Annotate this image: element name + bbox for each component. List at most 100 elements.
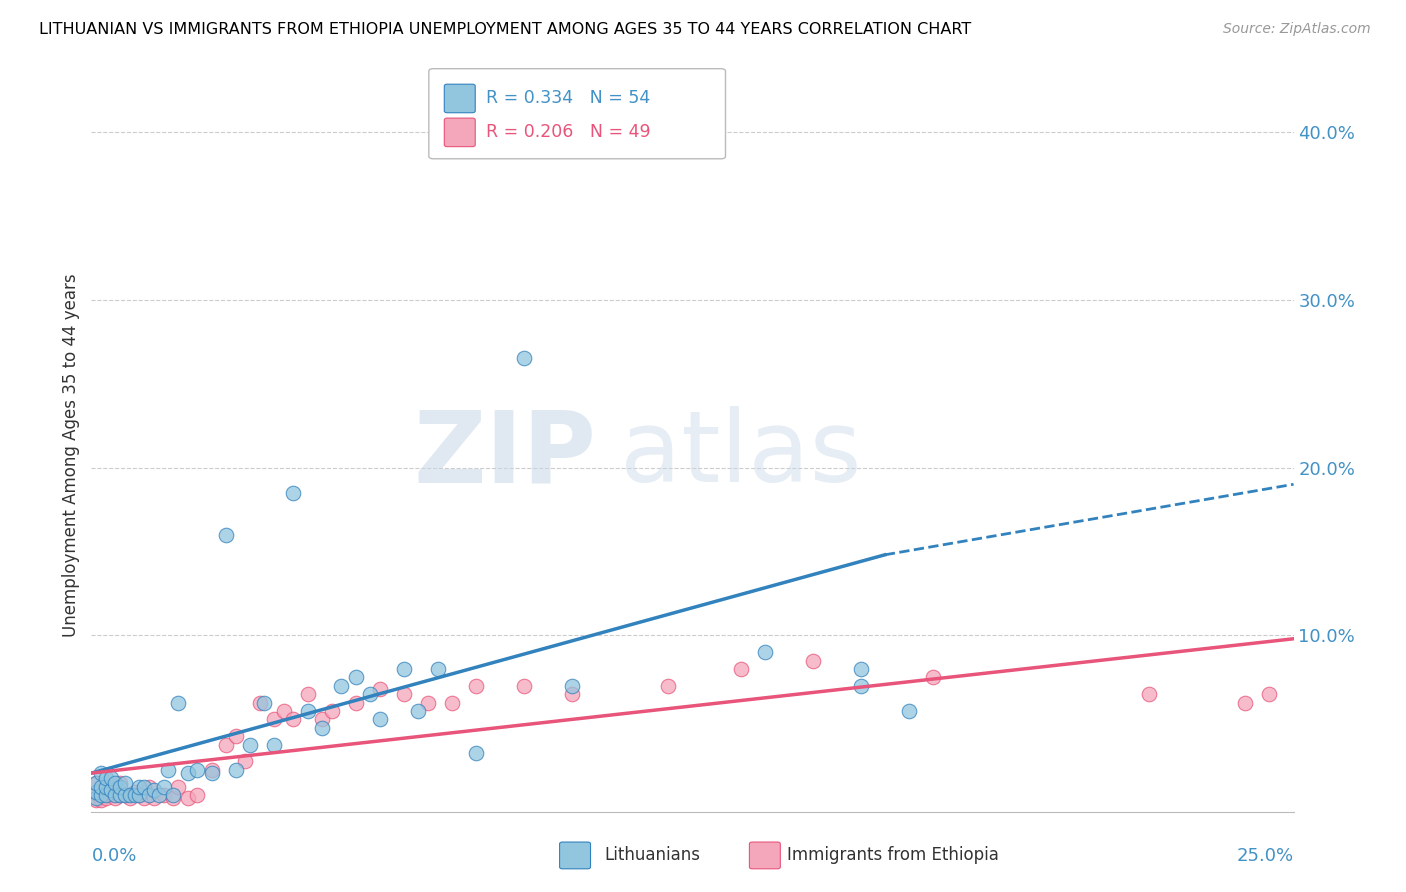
Point	[94, 780, 117, 794]
Point	[201, 766, 224, 780]
Point	[176, 791, 198, 805]
Point	[138, 780, 160, 794]
Point	[148, 788, 170, 802]
Point	[201, 763, 224, 777]
Point	[561, 687, 583, 701]
Point	[311, 721, 333, 735]
Point	[110, 788, 132, 802]
Point	[849, 679, 872, 693]
Point	[249, 696, 271, 710]
Point	[114, 776, 136, 790]
Y-axis label: Unemployment Among Ages 35 to 44 years: Unemployment Among Ages 35 to 44 years	[62, 273, 80, 637]
Point	[408, 704, 430, 718]
Point	[142, 791, 165, 805]
Point	[110, 788, 132, 802]
Text: Source: ZipAtlas.com: Source: ZipAtlas.com	[1223, 22, 1371, 37]
Point	[186, 763, 208, 777]
Point	[84, 776, 107, 790]
Point	[392, 687, 415, 701]
Point	[215, 738, 238, 752]
Point	[239, 738, 262, 752]
Point	[368, 712, 391, 726]
Point	[90, 783, 112, 797]
Point	[283, 712, 305, 726]
Point	[186, 788, 208, 802]
Point	[100, 771, 122, 785]
Point	[273, 704, 295, 718]
Point	[225, 729, 247, 743]
Point	[297, 704, 319, 718]
Point	[104, 788, 127, 802]
Point	[128, 780, 150, 794]
Point	[90, 788, 112, 802]
Point	[84, 791, 107, 805]
Point	[138, 788, 160, 802]
Point	[416, 696, 439, 710]
Text: Immigrants from Ethiopia: Immigrants from Ethiopia	[787, 846, 1000, 863]
Point	[513, 679, 536, 693]
Point	[561, 679, 583, 693]
Point	[124, 784, 146, 798]
Point	[162, 788, 184, 802]
Point	[849, 662, 872, 676]
Point	[94, 771, 117, 785]
Point	[118, 788, 141, 802]
Text: Lithuanians: Lithuanians	[605, 846, 700, 863]
Point	[90, 793, 112, 807]
Point	[94, 780, 117, 794]
Point	[84, 793, 107, 807]
Point	[84, 776, 107, 790]
Point	[128, 788, 150, 802]
Point	[84, 784, 107, 798]
Point	[167, 780, 190, 794]
Point	[104, 776, 127, 790]
Point	[368, 682, 391, 697]
Point	[118, 791, 141, 805]
Point	[321, 704, 343, 718]
Point	[440, 696, 463, 710]
Text: 25.0%: 25.0%	[1236, 847, 1294, 865]
Point	[215, 527, 238, 541]
Point	[104, 791, 127, 805]
Point	[801, 654, 824, 668]
Point	[142, 783, 165, 797]
Point	[311, 712, 333, 726]
Text: R = 0.206   N = 49: R = 0.206 N = 49	[486, 123, 651, 141]
Point	[922, 670, 945, 684]
Point	[225, 763, 247, 777]
Point	[100, 783, 122, 797]
Point	[110, 776, 132, 790]
Point	[297, 687, 319, 701]
Point	[897, 704, 920, 718]
Point	[1234, 696, 1257, 710]
Text: 0.0%: 0.0%	[91, 847, 136, 865]
Text: atlas: atlas	[620, 407, 862, 503]
Point	[359, 687, 381, 701]
Point	[465, 746, 488, 760]
Point	[157, 763, 180, 777]
Point	[344, 670, 367, 684]
Text: R = 0.334   N = 54: R = 0.334 N = 54	[486, 89, 651, 107]
Point	[754, 645, 776, 659]
Point	[128, 788, 150, 802]
Point	[114, 788, 136, 802]
Point	[1137, 687, 1160, 701]
Point	[84, 786, 107, 800]
Point	[162, 791, 184, 805]
Point	[392, 662, 415, 676]
Point	[90, 780, 112, 794]
Point	[253, 696, 276, 710]
Point	[1258, 687, 1281, 701]
Point	[94, 788, 117, 802]
Point	[465, 679, 488, 693]
Point	[152, 780, 174, 794]
Point	[110, 780, 132, 794]
Point	[263, 712, 285, 726]
Point	[100, 788, 122, 802]
Point	[426, 662, 449, 676]
Point	[657, 679, 679, 693]
Point	[263, 738, 285, 752]
Point	[124, 788, 146, 802]
Point	[152, 788, 174, 802]
Point	[114, 788, 136, 802]
